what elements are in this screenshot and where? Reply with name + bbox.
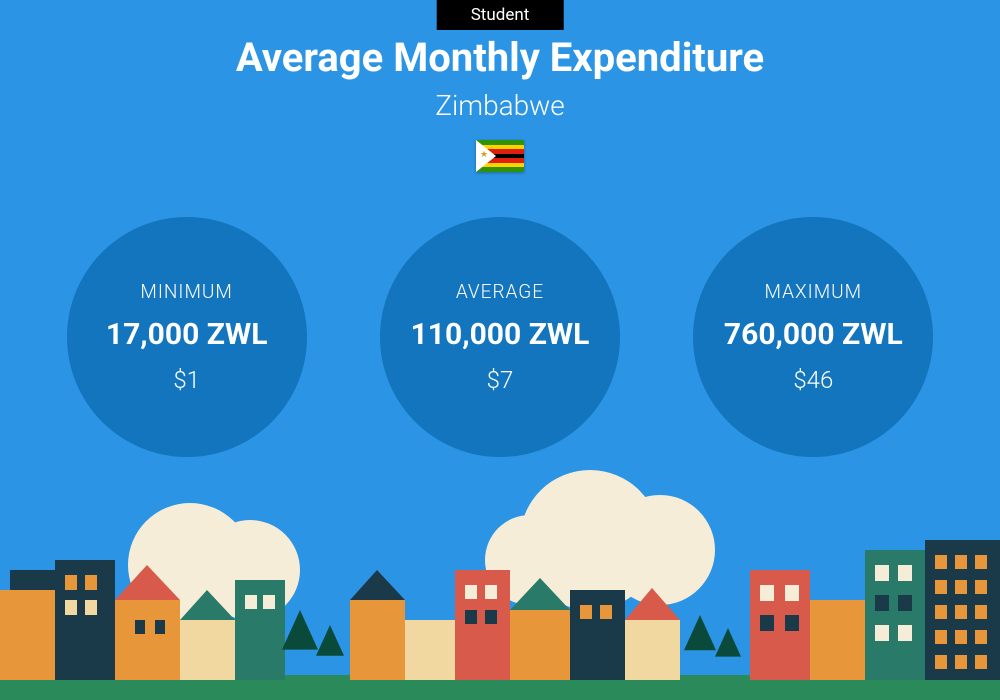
stat-circle-average: AVERAGE 110,000 ZWL $7 [380, 217, 620, 457]
city-illustration [0, 470, 1000, 700]
category-badge: Student [437, 0, 564, 30]
stat-circle-maximum: MAXIMUM 760,000 ZWL $46 [693, 217, 933, 457]
flag-icon: ★ [476, 140, 524, 172]
country-subtitle: Zimbabwe [0, 89, 1000, 122]
stat-value: 110,000 ZWL [411, 317, 590, 352]
stat-label: MAXIMUM [765, 280, 863, 303]
infographic-container: Student Average Monthly Expenditure Zimb… [0, 0, 1000, 700]
stats-row: MINIMUM 17,000 ZWL $1 AVERAGE 110,000 ZW… [0, 172, 1000, 457]
stat-value: 760,000 ZWL [724, 317, 903, 352]
page-title: Average Monthly Expenditure [0, 34, 1000, 81]
stat-value: 17,000 ZWL [106, 317, 268, 352]
stat-label: AVERAGE [456, 280, 544, 303]
stat-usd: $1 [173, 366, 200, 394]
stat-label: MINIMUM [140, 280, 232, 303]
stat-usd: $7 [487, 366, 514, 394]
stat-circle-minimum: MINIMUM 17,000 ZWL $1 [67, 217, 307, 457]
stat-usd: $46 [793, 366, 833, 394]
